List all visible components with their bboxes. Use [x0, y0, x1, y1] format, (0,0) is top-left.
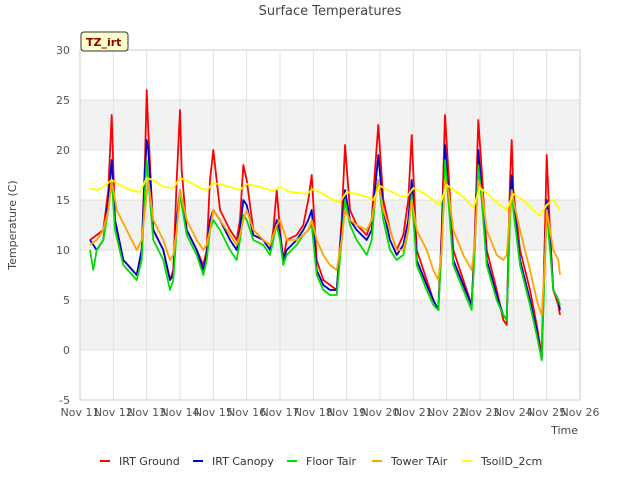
x-tick-label: Nov 11: [61, 406, 100, 419]
legend: IRT Ground IRT Canopy Floor Tair Tower TAir…: [100, 455, 542, 468]
site-badge: TZ_irt: [80, 31, 129, 52]
legend-label: IRT Ground: [119, 455, 180, 468]
x-tick-label: Nov 22: [427, 406, 466, 419]
band: [80, 100, 580, 150]
y-tick-label: 5: [63, 294, 70, 307]
badge-box: [80, 31, 129, 52]
band: [80, 300, 580, 350]
series-line-3: [89, 179, 561, 316]
y-tick-label: 10: [56, 244, 70, 257]
y-tick-label: 30: [56, 44, 70, 57]
background-bands: [80, 100, 580, 350]
legend-label: Floor Tair: [306, 455, 357, 468]
x-axis-label: Time: [550, 424, 578, 437]
y-axis-ticks: -5 0 5 10 15 20 25 30: [56, 44, 70, 407]
x-tick-label: Nov 16: [227, 406, 266, 419]
x-tick-label: Nov 23: [461, 406, 500, 419]
x-tick-label: Nov 18: [294, 406, 333, 419]
x-tick-label: Nov 12: [94, 406, 133, 419]
x-tick-label: Nov 15: [194, 406, 233, 419]
x-tick-label: Nov 13: [127, 406, 166, 419]
x-tick-label: Nov 26: [561, 406, 600, 419]
y-tick-label: 25: [56, 94, 70, 107]
series-lines: [89, 89, 561, 361]
legend-label: Tower TAir: [390, 455, 448, 468]
y-axis-label: Temperature (C): [6, 180, 19, 270]
x-tick-label: Nov 20: [361, 406, 400, 419]
y-tick-label: 20: [56, 144, 70, 157]
x-tick-label: Nov 17: [261, 406, 300, 419]
series-line-4: [89, 177, 561, 217]
plot-frame: [79, 49, 581, 401]
x-tick-label: Nov 14: [161, 406, 200, 419]
chart-title: Surface Temperatures: [259, 4, 402, 19]
y-tick-label: 0: [63, 344, 70, 357]
badge-label: TZ_irt: [86, 36, 121, 49]
x-tick-label: Nov 24: [494, 406, 533, 419]
series-line-2: [89, 159, 561, 361]
y-tick-label: 15: [56, 194, 70, 207]
x-tick-label: Nov 25: [527, 406, 566, 419]
x-tick-label: Nov 19: [327, 406, 366, 419]
x-tick-label: Nov 21: [394, 406, 433, 419]
legend-label: IRT Canopy: [212, 455, 274, 468]
y-tick-label: -5: [59, 394, 70, 407]
legend-label: TsoilD_2cm: [480, 455, 542, 468]
